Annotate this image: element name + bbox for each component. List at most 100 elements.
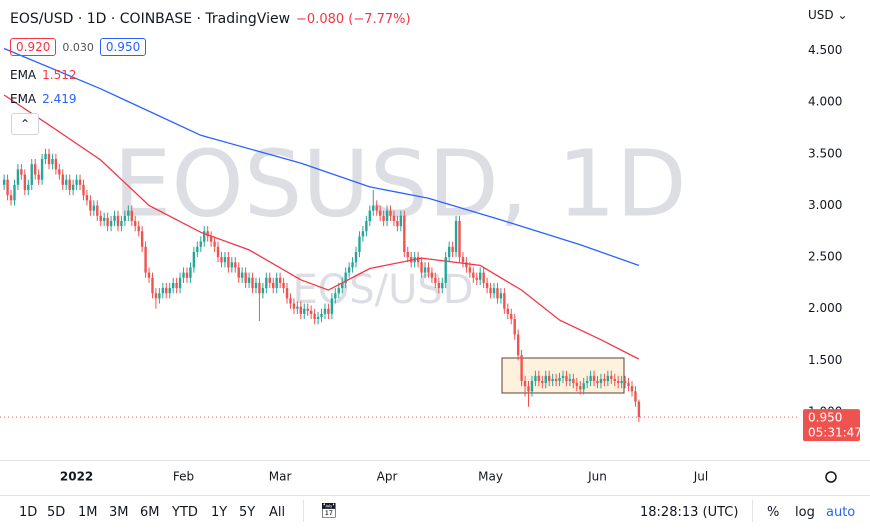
candle-body — [485, 282, 489, 289]
candle-body — [468, 267, 472, 273]
candle-body — [527, 386, 530, 392]
ema-line — [3, 94, 640, 360]
candle-body — [9, 195, 13, 201]
y-tick-label: 3.000 — [808, 198, 842, 212]
candle-body — [382, 215, 385, 221]
candle-body — [323, 308, 327, 314]
range-button[interactable]: YTD — [172, 505, 198, 520]
candle-body — [579, 386, 582, 390]
candle-body — [240, 272, 244, 278]
candle-body — [251, 277, 254, 289]
candle-body — [506, 308, 510, 314]
candle-body — [320, 313, 323, 317]
candle-body — [499, 293, 503, 299]
legend-header: EOS/USD · 1D · COINBASE · TradingView −0… — [10, 11, 411, 27]
bid[interactable]: 0.920 — [10, 38, 57, 56]
candle-body — [272, 282, 275, 289]
x-tick-label: Jul — [693, 470, 708, 484]
candle-body — [530, 381, 534, 392]
candle-body — [247, 277, 251, 283]
candle-body — [451, 246, 454, 252]
y-tick-label: 2.500 — [808, 250, 842, 264]
candle-body — [575, 383, 579, 387]
range-button[interactable]: 5D — [47, 505, 66, 520]
candle-body — [192, 251, 196, 268]
candle-body — [378, 210, 382, 216]
candle-body — [596, 381, 599, 384]
candle-body — [261, 288, 265, 294]
candle-body — [351, 262, 354, 268]
candle-body — [396, 220, 399, 227]
candle-body — [16, 169, 20, 185]
x-tick-label: Apr — [377, 470, 398, 484]
candle-body — [285, 288, 289, 299]
candle-body — [237, 267, 240, 278]
range-button[interactable]: All — [269, 505, 286, 520]
candle-body — [278, 277, 282, 283]
candle-body — [444, 257, 447, 283]
candle-body — [309, 310, 313, 314]
candle-body — [630, 386, 634, 392]
candle-body — [520, 355, 523, 382]
candle-body — [306, 308, 309, 311]
candle-body — [158, 293, 161, 299]
candle-body — [437, 282, 441, 289]
candle-body — [227, 257, 230, 268]
candle-body — [96, 205, 99, 216]
separator — [752, 500, 753, 522]
candle-body — [582, 383, 585, 390]
candle-body — [244, 272, 247, 283]
range-button[interactable]: 1M — [78, 505, 98, 520]
range-button[interactable]: 3M — [109, 505, 129, 520]
candle-body — [89, 200, 92, 211]
candle-body — [2, 179, 6, 185]
price-axis-bg — [800, 0, 870, 460]
candle-body — [316, 316, 320, 320]
candle-body — [61, 174, 64, 185]
candle-body — [185, 272, 189, 278]
candle-body — [327, 308, 330, 314]
candle-body — [196, 246, 199, 252]
candle-body — [134, 220, 137, 227]
candle-body — [154, 293, 158, 299]
candle-body — [33, 164, 37, 175]
range-button[interactable]: 6M — [140, 505, 160, 520]
candle-body — [334, 293, 337, 299]
candle-body — [109, 220, 113, 227]
candle-body — [537, 375, 541, 382]
chart: EOSUSD, 1D EOS/USD 1.0001.5002.0002.5003… — [0, 0, 870, 484]
settings-icon[interactable] — [825, 471, 837, 483]
candle-body — [420, 262, 423, 273]
candle-body — [137, 226, 140, 232]
candle-body — [403, 215, 406, 252]
candle-body — [292, 303, 296, 309]
scale-option[interactable]: log — [795, 505, 815, 520]
candle-body — [182, 272, 185, 278]
scale-option[interactable]: % — [767, 505, 780, 520]
collapse-button[interactable]: ⌃ — [11, 113, 39, 135]
countdown: 05:31:47 — [808, 426, 862, 440]
candle-body — [40, 159, 44, 180]
candle-body — [361, 231, 365, 237]
candle-body — [503, 293, 506, 309]
currency[interactable]: USD ⌄ — [808, 8, 848, 22]
range-button[interactable]: 1Y — [211, 505, 228, 520]
range-button[interactable]: 1D — [19, 505, 38, 520]
candle-body — [516, 334, 520, 356]
date-range-icon[interactable]: 📅︎ — [320, 503, 338, 519]
candle-body — [447, 246, 451, 258]
candle-body — [554, 378, 558, 382]
candle-body — [479, 272, 482, 280]
scale-option[interactable]: auto — [826, 505, 856, 520]
candle-body — [354, 251, 358, 263]
candle-body — [213, 241, 216, 247]
range-button[interactable]: 5Y — [239, 505, 256, 520]
candle-body — [427, 267, 430, 273]
y-tick-label: 2.000 — [808, 301, 842, 315]
candle-body — [178, 277, 182, 289]
candle-body — [561, 375, 565, 378]
candle-body — [344, 272, 347, 283]
ask[interactable]: 0.950 — [99, 38, 147, 56]
candle-body — [313, 313, 316, 320]
candle-body — [189, 267, 192, 278]
